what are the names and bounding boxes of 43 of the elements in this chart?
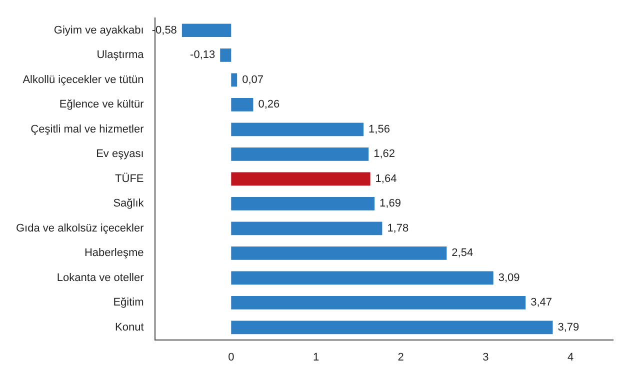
bar [220, 48, 232, 62]
x-tick-label: 2 [398, 351, 404, 364]
data-label: 3,47 [530, 296, 552, 309]
bar [231, 147, 369, 161]
bar [231, 73, 238, 87]
y-tick-label: Haberleşme [84, 247, 144, 260]
data-label: 3,09 [498, 272, 520, 284]
bar [182, 24, 232, 38]
bar [231, 246, 447, 260]
bar [231, 122, 364, 136]
y-tick-label: Eğlence ve kültür [59, 98, 144, 111]
bar [231, 271, 494, 285]
y-tick-label: Ulaştırma [96, 49, 145, 62]
data-label: 2,54 [452, 247, 474, 260]
data-label: 1,56 [368, 123, 390, 136]
y-tick-label: TÜFE [115, 172, 144, 185]
bar [231, 172, 370, 186]
bar [231, 98, 254, 112]
data-label: 1,64 [375, 172, 397, 185]
y-tick-label: Gıda ve alkolsüz içecekler [16, 222, 144, 234]
x-tick-label: 0 [228, 351, 234, 364]
bar [231, 320, 553, 334]
y-tick-label: Giyim ve ayakkabı [54, 24, 144, 36]
y-tick-label: Eğitim [113, 296, 144, 309]
x-tick-label: 4 [568, 351, 574, 364]
y-tick-label: Alkollü içecekler ve tütün [22, 74, 144, 86]
data-label: 1,78 [387, 222, 409, 234]
data-label: 0,26 [258, 98, 280, 111]
x-tick-label: 3 [482, 351, 489, 364]
data-label: 0,07 [242, 74, 264, 86]
x-tick-label: 1 [312, 351, 320, 364]
y-tick-label: Lokanta ve oteller [56, 272, 144, 284]
y-tick-label: Çeşitli mal ve hizmetler [30, 123, 144, 136]
bar [231, 222, 382, 236]
y-tick-label: Ev eşyası [96, 148, 144, 160]
data-label: 3,79 [558, 321, 580, 334]
bar [231, 196, 375, 210]
y-tick-label: Konut [115, 321, 144, 334]
y-tick-label: Sağlık [113, 198, 144, 210]
data-label: 1,62 [374, 148, 396, 160]
bar [231, 296, 526, 310]
data-label: 1,69 [380, 198, 401, 210]
data-label: -0,13 [190, 49, 216, 62]
